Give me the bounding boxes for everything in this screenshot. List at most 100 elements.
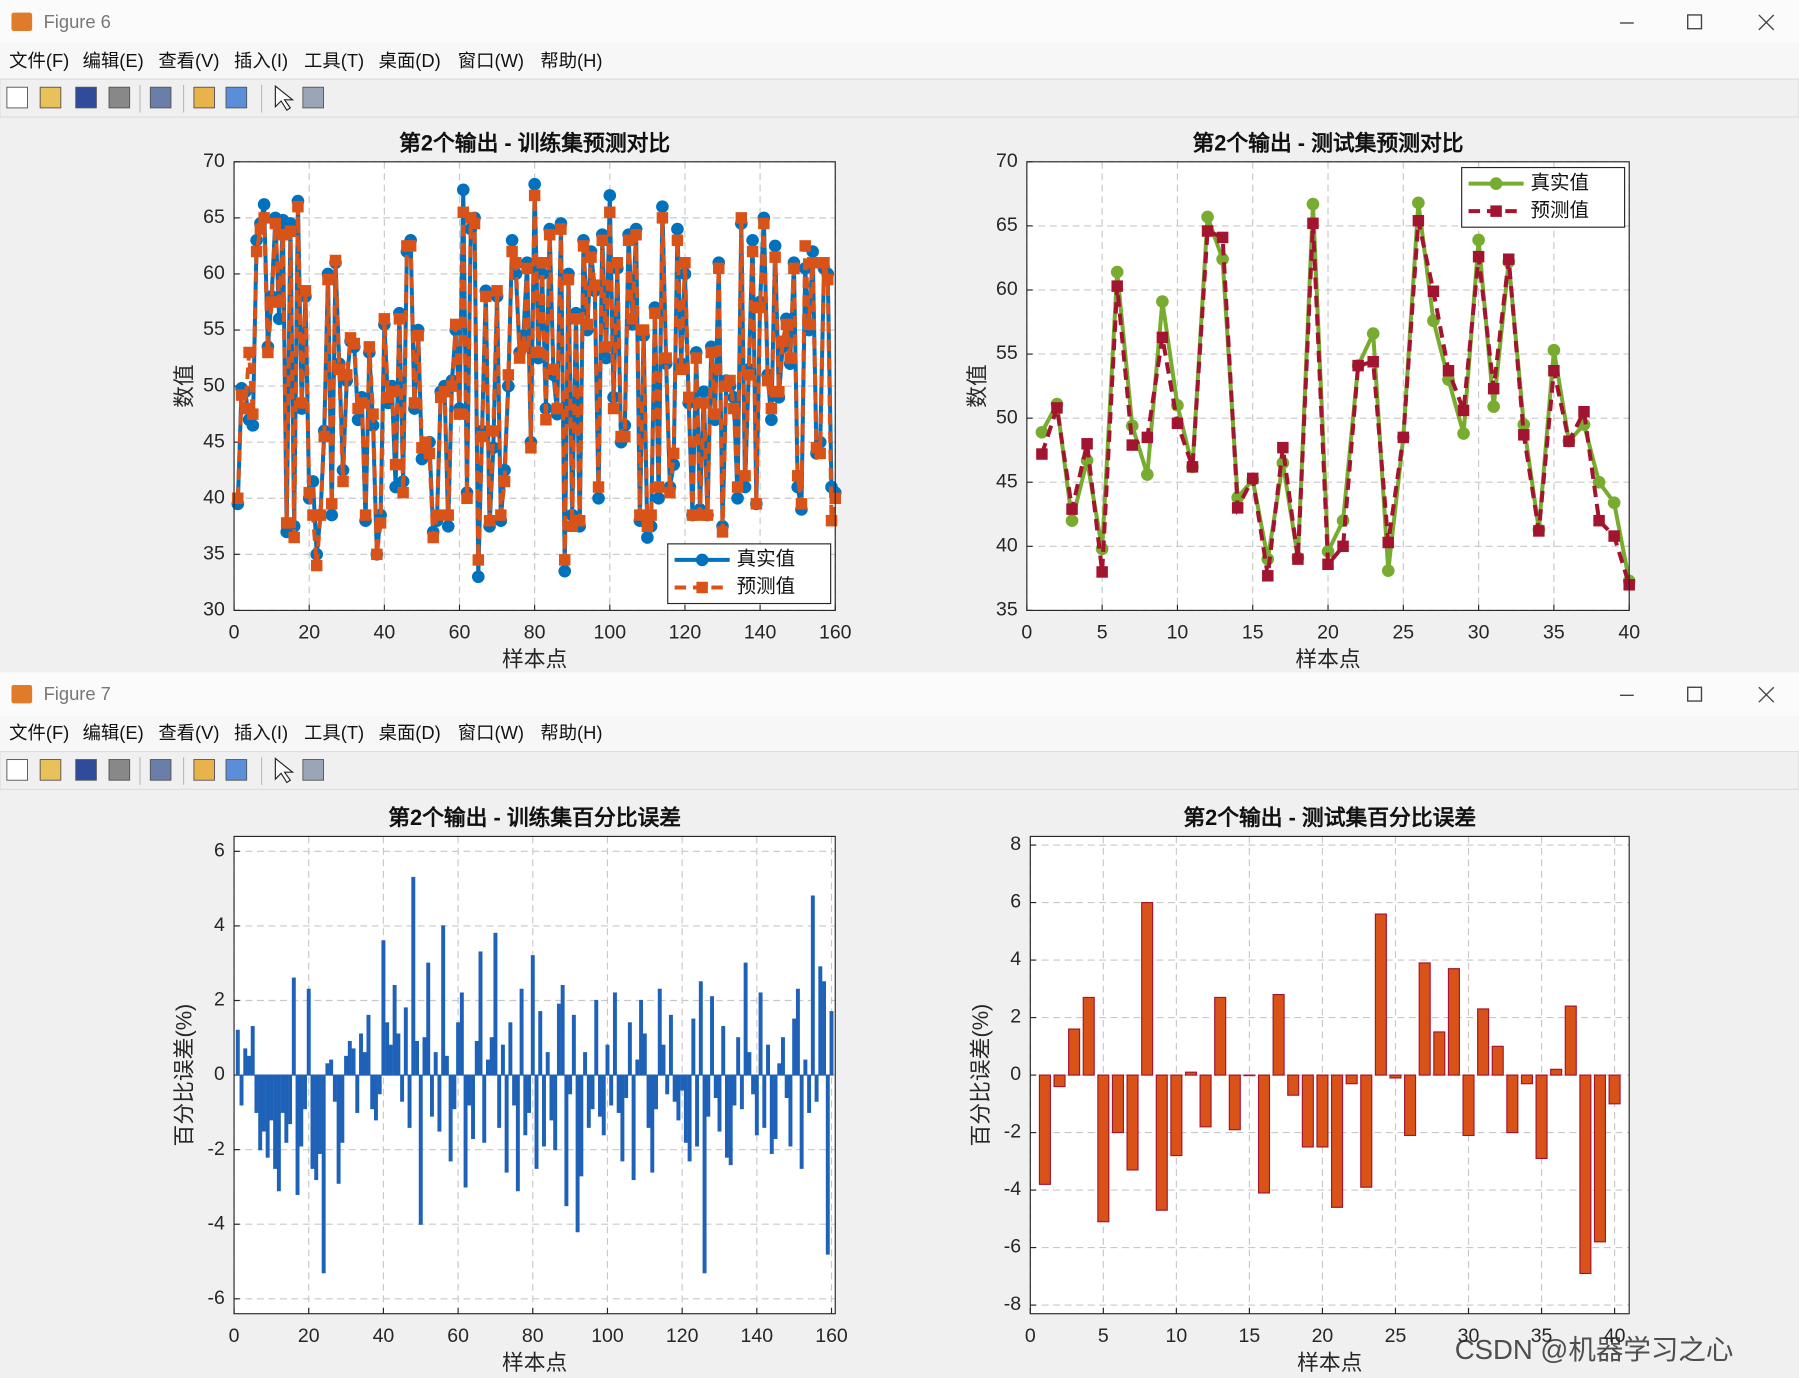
menu-item[interactable]: 插入(I): [234, 50, 288, 71]
window-title: Figure 7: [44, 683, 111, 704]
bar: [762, 1074, 767, 1128]
data-point: [1578, 406, 1590, 418]
data-point: [528, 177, 541, 191]
data-point: [442, 509, 454, 521]
menu-item[interactable]: 文件(F): [9, 722, 69, 743]
data-point: [326, 498, 338, 510]
x-tick-label: 140: [741, 1325, 774, 1347]
data-point: [378, 313, 391, 325]
menu-item[interactable]: 桌面(D): [379, 50, 441, 71]
menu-item[interactable]: 窗口(W): [458, 50, 524, 71]
bar: [366, 1014, 371, 1076]
bar: [407, 1074, 412, 1128]
data-point: [1382, 536, 1394, 549]
data-point: [310, 559, 323, 572]
toolbar-button[interactable]: [302, 759, 325, 781]
data-point: [535, 267, 549, 281]
toolbar-button[interactable]: [149, 759, 172, 781]
bar: [1068, 1028, 1081, 1076]
toolbar-button[interactable]: [39, 86, 62, 109]
menu-item[interactable]: 工具(T): [304, 722, 364, 743]
toolbar-button[interactable]: [274, 757, 295, 784]
close-button[interactable]: [1758, 14, 1775, 31]
toolbar-button[interactable]: [6, 759, 28, 781]
data-point: [821, 273, 834, 286]
bar: [717, 1074, 722, 1132]
bar: [403, 1007, 408, 1076]
bar: [1404, 1074, 1417, 1137]
menu-item[interactable]: 编辑(E): [83, 50, 144, 71]
toolbar-button[interactable]: [225, 86, 248, 109]
bar: [747, 1052, 752, 1076]
menu-item[interactable]: 帮助(H): [540, 722, 602, 743]
toolbar-button[interactable]: [302, 86, 325, 109]
data-point: [622, 234, 635, 247]
y-tick-label: 6: [214, 840, 225, 862]
data-point: [1186, 461, 1199, 473]
toolbar-button[interactable]: [225, 759, 248, 781]
bar: [1433, 1031, 1446, 1076]
bar: [635, 1059, 640, 1076]
data-point: [1397, 431, 1410, 444]
data-point: [697, 385, 711, 399]
menu-item[interactable]: 编辑(E): [83, 722, 144, 743]
data-point: [528, 189, 541, 202]
maximize-button[interactable]: [1687, 686, 1703, 702]
bar: [534, 1074, 539, 1169]
toolbar-button[interactable]: [149, 86, 172, 109]
data-point: [366, 419, 380, 432]
y-tick-label: 70: [996, 150, 1018, 172]
menu-item[interactable]: 工具(T): [304, 50, 364, 71]
y-tick-label: -8: [1004, 1293, 1021, 1315]
x-tick-label: 160: [819, 622, 852, 644]
y-tick-label: 4: [1010, 948, 1021, 970]
bar: [691, 1018, 696, 1076]
close-button[interactable]: [1758, 686, 1775, 703]
bar: [463, 1074, 468, 1188]
legend-label: 预测值: [1531, 199, 1590, 221]
data-point: [788, 262, 800, 275]
toolbar-button[interactable]: [274, 84, 295, 111]
data-point: [806, 257, 819, 269]
data-point: [566, 520, 578, 533]
data-point: [521, 262, 533, 275]
data-point: [419, 436, 432, 448]
data-point: [337, 475, 349, 488]
toolbar-button[interactable]: [193, 759, 216, 781]
menu-item[interactable]: 插入(I): [234, 722, 288, 743]
menu-item[interactable]: 帮助(H): [540, 50, 602, 71]
menu-item[interactable]: 查看(V): [158, 722, 219, 743]
data-point: [1412, 215, 1425, 227]
x-tick-label: 20: [298, 622, 320, 644]
data-point: [243, 346, 255, 359]
menu-item[interactable]: 桌面(D): [379, 722, 441, 743]
toolbar-button[interactable]: [108, 86, 131, 109]
y-tick-label: 30: [203, 599, 225, 621]
bar: [400, 1074, 405, 1102]
watermark: CSDN @机器学习之心: [1455, 1334, 1734, 1365]
bar: [467, 1074, 472, 1106]
data-point: [295, 397, 308, 409]
menu-item[interactable]: 窗口(W): [458, 722, 524, 743]
menu-item[interactable]: 文件(F): [9, 50, 69, 71]
toolbar-button[interactable]: [75, 759, 97, 781]
bar: [441, 925, 446, 1076]
data-point: [258, 212, 270, 224]
bar: [586, 1074, 591, 1128]
data-point: [307, 509, 319, 521]
toolbar-button[interactable]: [6, 86, 28, 109]
legend-marker: [1489, 177, 1503, 190]
data-point: [540, 414, 552, 426]
toolbar-button[interactable]: [193, 86, 216, 109]
title-bar: [0, 672, 1799, 716]
x-tick-label: 0: [1021, 622, 1032, 644]
toolbar-button[interactable]: [108, 759, 131, 781]
x-tick-label: 140: [744, 622, 777, 644]
data-point: [543, 228, 556, 241]
toolbar-button[interactable]: [39, 759, 62, 781]
data-point: [491, 285, 503, 297]
data-point: [686, 509, 699, 521]
menu-item[interactable]: 查看(V): [158, 50, 219, 71]
toolbar-button[interactable]: [75, 86, 97, 109]
maximize-button[interactable]: [1687, 14, 1703, 30]
